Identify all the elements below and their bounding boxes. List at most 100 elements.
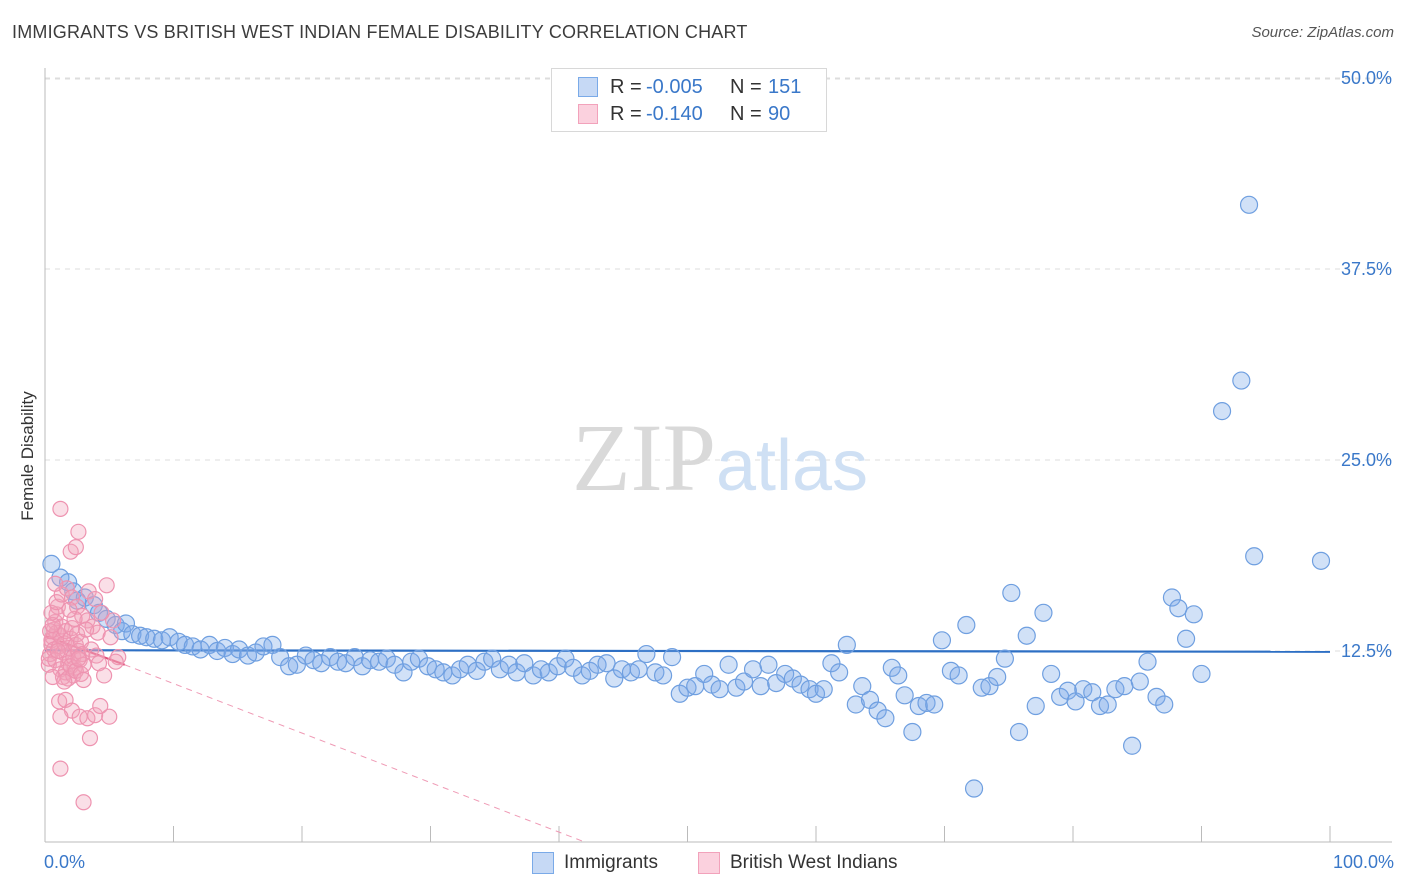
watermark: ZIPatlas [572, 404, 868, 511]
x-tick-label-min: 0.0% [44, 852, 86, 872]
point-immigrants [1130, 672, 1149, 691]
point-immigrants [734, 672, 754, 691]
point-immigrants [1192, 664, 1211, 684]
point-immigrants [1090, 696, 1110, 716]
point-british-west-indians [87, 590, 104, 608]
legend-swatch-british-west-indians [698, 852, 720, 874]
correlation-legend: R = -0.005 N = 151 R = -0.140 N = 90 [551, 68, 827, 132]
legend-n-label: N = [730, 75, 762, 98]
point-immigrants [791, 675, 810, 694]
point-immigrants [1232, 371, 1251, 390]
point-immigrants [868, 701, 887, 720]
legend-swatch-british-west-indians [578, 104, 598, 124]
point-british-west-indians [44, 616, 61, 634]
point-british-west-indians [75, 671, 92, 689]
point-immigrants [548, 657, 567, 676]
point-british-west-indians [96, 667, 113, 684]
y-tick-label-2: 37.5% [1341, 259, 1392, 279]
legend-r-label: R = [610, 75, 642, 98]
point-immigrants [964, 779, 984, 798]
legend-label-british-west-indians: British West Indians [730, 852, 898, 873]
point-immigrants [759, 655, 778, 674]
point-immigrants [1169, 599, 1188, 618]
legend-swatch-immigrants [578, 77, 598, 97]
point-immigrants [116, 614, 136, 633]
point-immigrants [145, 629, 164, 648]
point-immigrants [882, 658, 901, 677]
point-british-west-indians [107, 653, 124, 670]
point-immigrants [1083, 683, 1102, 702]
point-immigrants [1245, 547, 1264, 566]
point-immigrants [837, 635, 856, 654]
point-british-west-indians [47, 652, 64, 669]
point-immigrants [903, 722, 922, 742]
point-immigrants [1155, 695, 1174, 714]
legend-r-value: -0.140 [646, 102, 703, 125]
point-immigrants [678, 678, 697, 697]
point-immigrants [1184, 605, 1203, 624]
point-immigrants [895, 686, 914, 705]
point-immigrants [662, 648, 682, 667]
point-immigrants [1115, 677, 1134, 696]
watermark-text: ZIPatlas [572, 404, 868, 511]
point-immigrants [556, 649, 575, 668]
y-tick-labels: 12.5% 25.0% 37.5% 50.0% [1341, 68, 1392, 661]
legend-item-british-west-indians[interactable]: British West Indians [698, 852, 898, 874]
point-immigrants [345, 648, 364, 667]
point-immigrants [830, 663, 849, 682]
chart-title: IMMIGRANTS VS BRITISH WEST INDIAN FEMALE… [12, 22, 748, 42]
point-immigrants [637, 644, 656, 664]
point-immigrants [917, 693, 936, 713]
point-immigrants [130, 626, 150, 645]
legend-row-immigrants: R = -0.005 N = 151 [552, 74, 801, 100]
point-immigrants [846, 695, 865, 714]
point-immigrants [1002, 583, 1021, 603]
point-immigrants [1162, 588, 1182, 607]
point-immigrants [743, 660, 763, 679]
point-immigrants [751, 677, 770, 696]
point-immigrants [1017, 626, 1036, 645]
point-immigrants [1123, 736, 1142, 755]
point-british-west-indians [102, 629, 119, 646]
point-immigrants [605, 669, 624, 688]
point-immigrants [539, 663, 558, 682]
point-british-west-indians [49, 642, 66, 660]
point-british-west-indians [105, 612, 122, 629]
point-british-west-indians [52, 500, 69, 517]
point-immigrants [597, 654, 616, 673]
point-british-west-indians [62, 543, 79, 560]
point-british-west-indians [52, 760, 69, 777]
point-immigrants [254, 637, 273, 656]
point-immigrants [957, 615, 976, 635]
point-british-west-indians [70, 650, 87, 667]
point-immigrants [1176, 629, 1196, 648]
series-legend: Immigrants British West Indians [0, 852, 1406, 878]
point-immigrants [889, 666, 908, 685]
point-immigrants [925, 695, 944, 714]
point-immigrants [1009, 722, 1029, 742]
point-immigrants [932, 631, 952, 650]
point-british-west-indians [87, 707, 104, 724]
point-immigrants [980, 677, 999, 696]
point-immigrants [160, 628, 179, 647]
point-british-west-indians [67, 538, 84, 556]
point-british-west-indians [47, 575, 64, 592]
point-immigrants [972, 678, 991, 697]
legend-swatch-immigrants [532, 852, 554, 874]
point-immigrants [42, 554, 61, 574]
british-west-indians-points [40, 500, 127, 811]
point-immigrants [123, 625, 142, 644]
point-british-west-indians [52, 708, 69, 725]
point-immigrants [995, 649, 1014, 668]
point-immigrants [853, 677, 872, 696]
point-british-west-indians [63, 589, 81, 606]
point-immigrants [1026, 696, 1045, 716]
point-immigrants [653, 666, 673, 685]
point-immigrants [515, 654, 534, 673]
legend-r-label: R = [610, 102, 642, 125]
axes [44, 68, 1392, 843]
point-british-west-indians [110, 649, 127, 666]
legend-item-immigrants[interactable]: Immigrants [532, 852, 658, 874]
point-immigrants [1212, 402, 1232, 421]
point-british-west-indians [101, 708, 118, 725]
